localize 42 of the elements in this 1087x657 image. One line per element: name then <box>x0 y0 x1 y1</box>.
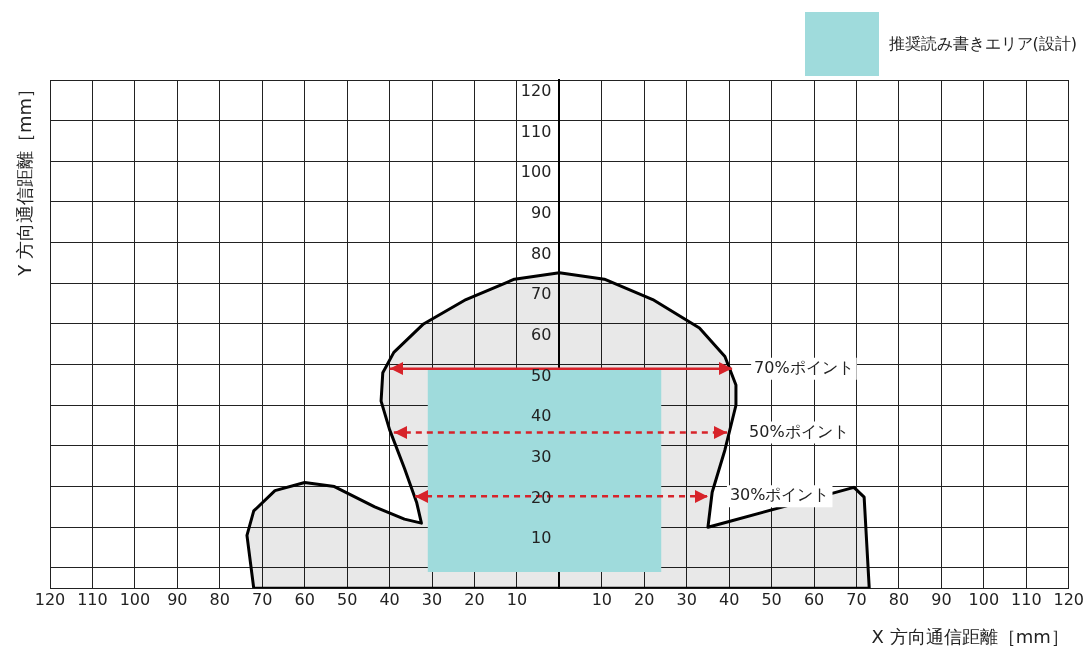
y-tick-label: 50 <box>531 365 552 385</box>
x-tick-label: 40 <box>718 589 740 609</box>
x-tick-label: 70 <box>846 589 867 609</box>
x-tick-label: 80 <box>209 589 230 609</box>
x-tick-label: 70 <box>252 589 273 609</box>
x-tick-label: 20 <box>464 589 485 609</box>
x-tick-label: 40 <box>379 589 400 609</box>
y-tick-label: 110 <box>520 121 552 141</box>
x-tick-label: 100 <box>968 589 1000 609</box>
x-tick-label: 110 <box>77 589 108 609</box>
x-tick-label: 50 <box>336 589 358 609</box>
x-tick-label: 30 <box>676 589 697 609</box>
annotation: 50%ポイント <box>749 421 849 441</box>
x-tick-label: 90 <box>167 589 188 609</box>
y-tick-label: 40 <box>531 406 552 426</box>
x-tick-label: 50 <box>761 589 782 609</box>
x-tick-label: 110 <box>1011 589 1042 609</box>
x-tick-label: 90 <box>931 589 952 609</box>
annotation: 30%ポイント <box>729 485 830 505</box>
y-tick-label: 80 <box>531 243 552 263</box>
x-tick-label: 30 <box>421 589 443 609</box>
x-tick-label: 10 <box>506 589 528 609</box>
x-axis-title: X 方向通信距離［mm］ <box>871 625 1069 647</box>
x-tick-label: 60 <box>803 589 825 609</box>
y-tick-label: 30 <box>531 447 552 467</box>
x-tick-label: 120 <box>34 589 66 609</box>
x-tick-label: 100 <box>119 589 151 609</box>
x-tick-label: 60 <box>294 589 315 609</box>
x-tick-label: 10 <box>591 589 612 609</box>
y-tick-label: 100 <box>520 162 552 182</box>
x-tick-label: 80 <box>888 589 910 609</box>
x-tick-label: 120 <box>1053 589 1084 609</box>
y-tick-label: 70 <box>531 284 552 304</box>
y-tick-label: 90 <box>531 203 552 223</box>
y-tick-label: 60 <box>531 325 552 345</box>
annotation: 70%ポイント <box>754 357 854 377</box>
text: 推奨読み書きエリア(設計) <box>888 33 1077 55</box>
y-tick-label: 120 <box>520 81 552 101</box>
x-tick-label: 20 <box>634 589 655 609</box>
y-tick-label: 10 <box>531 528 552 548</box>
y-tick-label: 20 <box>531 487 552 507</box>
y-axis-title: Y 方向通信距離［mm］ <box>13 80 35 277</box>
